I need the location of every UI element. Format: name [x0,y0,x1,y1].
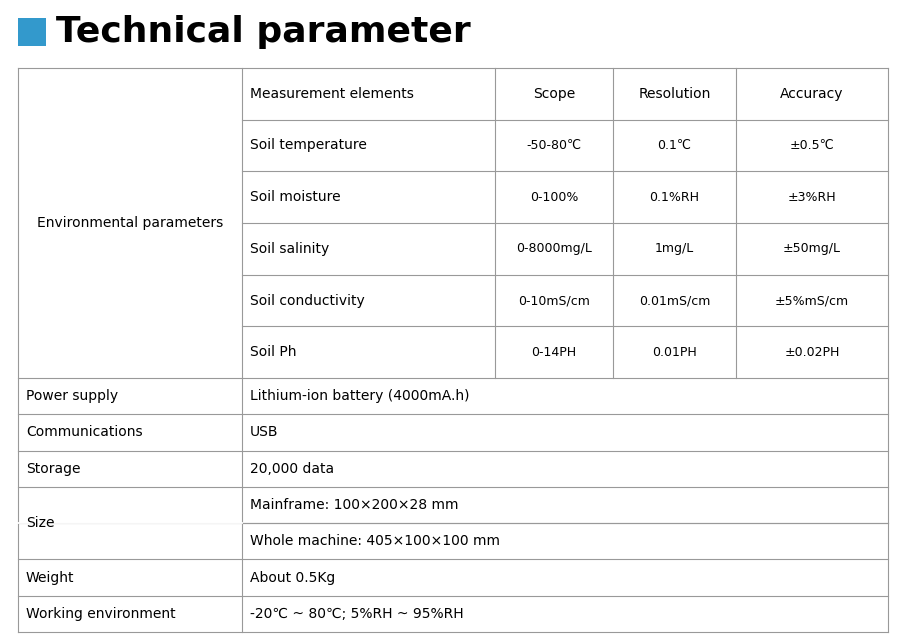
Text: Soil conductivity: Soil conductivity [250,294,365,308]
Text: 0-14PH: 0-14PH [532,345,576,359]
Text: 0-100%: 0-100% [530,190,578,204]
Text: Working environment: Working environment [26,607,176,621]
Text: Size: Size [26,516,54,530]
Text: ±50mg/L: ±50mg/L [783,242,841,255]
Text: Environmental parameters: Environmental parameters [37,216,223,230]
Text: Soil salinity: Soil salinity [250,242,329,256]
Text: Technical parameter: Technical parameter [56,15,471,49]
Text: 0-8000mg/L: 0-8000mg/L [516,242,592,255]
Text: ±5%mS/cm: ±5%mS/cm [775,294,849,307]
Text: Soil Ph: Soil Ph [250,345,296,359]
Text: ±0.5℃: ±0.5℃ [790,139,834,152]
Text: Scope: Scope [533,87,575,101]
Text: Lithium-ion battery (4000mA.h): Lithium-ion battery (4000mA.h) [250,389,469,403]
Text: Power supply: Power supply [26,389,118,403]
Text: 0.1%RH: 0.1%RH [650,190,699,204]
Text: -50-80℃: -50-80℃ [526,139,582,152]
Text: 0.1℃: 0.1℃ [658,139,691,152]
Text: Soil temperature: Soil temperature [250,138,367,153]
Text: 0.01mS/cm: 0.01mS/cm [639,294,710,307]
Text: 20,000 data: 20,000 data [250,462,334,476]
Text: Accuracy: Accuracy [780,87,843,101]
Bar [18,18,46,46]
Text: About 0.5Kg: About 0.5Kg [250,570,335,585]
Text: 0-10mS/cm: 0-10mS/cm [518,294,590,307]
Text: ±0.02PH: ±0.02PH [785,345,840,359]
Text: 0.01PH: 0.01PH [652,345,697,359]
Text: Storage: Storage [26,462,81,476]
Text: USB: USB [250,426,278,440]
Text: Measurement elements: Measurement elements [250,87,414,101]
Text: Whole machine: 405×100×100 mm: Whole machine: 405×100×100 mm [250,535,500,548]
Text: Weight: Weight [26,570,74,585]
Text: Mainframe: 100×200×28 mm: Mainframe: 100×200×28 mm [250,498,458,512]
Text: 1mg/L: 1mg/L [655,242,694,255]
Text: ±3%RH: ±3%RH [787,190,836,204]
Text: Resolution: Resolution [639,87,710,101]
Text: Soil moisture: Soil moisture [250,190,341,204]
Text: Communications: Communications [26,426,142,440]
Text: -20℃ ~ 80℃; 5%RH ~ 95%RH: -20℃ ~ 80℃; 5%RH ~ 95%RH [250,607,464,621]
